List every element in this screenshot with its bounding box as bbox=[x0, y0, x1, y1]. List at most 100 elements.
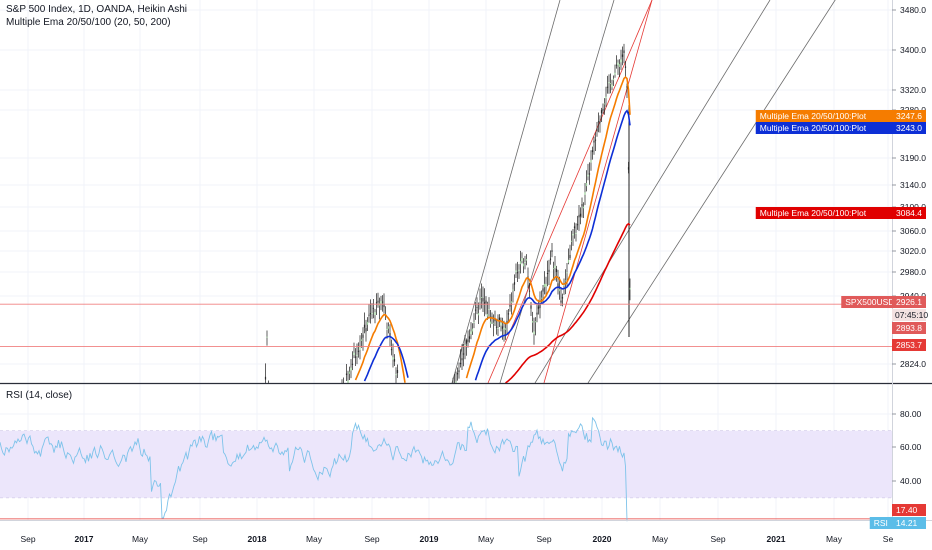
price-body bbox=[366, 321, 369, 325]
price-body bbox=[621, 54, 624, 57]
price-body bbox=[555, 268, 558, 273]
price-body bbox=[486, 313, 489, 317]
price-body bbox=[626, 86, 628, 88]
indicator-legend[interactable]: Multiple Ema 20/50/100 (20, 50, 200) bbox=[6, 17, 171, 28]
time-tick-label: May bbox=[478, 534, 495, 544]
price-body bbox=[609, 83, 612, 85]
ema-tag-0-value-bg bbox=[892, 110, 926, 122]
ema-lines bbox=[354, 76, 631, 384]
price-body bbox=[455, 381, 457, 383]
time-tick-label: 2019 bbox=[420, 534, 439, 544]
price-body bbox=[396, 370, 399, 373]
price-body bbox=[569, 254, 571, 259]
price-body bbox=[509, 304, 511, 307]
price-body bbox=[567, 259, 570, 263]
trendlines[interactable] bbox=[451, 0, 932, 384]
time-tick-label: Sep bbox=[192, 534, 207, 544]
price-body bbox=[585, 183, 588, 187]
price-body bbox=[500, 322, 502, 326]
price-body bbox=[590, 160, 592, 163]
price-body bbox=[372, 307, 375, 309]
rsi-oversold-tag: 17.40 bbox=[896, 505, 918, 515]
ema-tag-1-value-bg bbox=[892, 122, 926, 134]
price-body bbox=[578, 215, 580, 218]
price-body bbox=[542, 288, 544, 292]
price-body bbox=[528, 290, 531, 292]
spx-tag-label: SPX500USD bbox=[845, 297, 894, 307]
chart-title[interactable]: S&P 500 Index, 1D, OANDA, Heikin Ashi bbox=[6, 4, 188, 15]
price-tick-label: 2824.0 bbox=[900, 359, 926, 369]
price-body bbox=[584, 192, 586, 195]
ema-200-line bbox=[505, 222, 631, 384]
price-body bbox=[596, 128, 598, 132]
price-tick-label: 3060.0 bbox=[900, 226, 926, 236]
price-body bbox=[624, 66, 627, 68]
price-body bbox=[600, 110, 603, 114]
price-body bbox=[488, 309, 490, 311]
price-body bbox=[456, 373, 459, 375]
price-body bbox=[474, 309, 477, 311]
rsi-axis[interactable]: 80.00 60.00 40.00 bbox=[892, 409, 922, 486]
price-body bbox=[513, 282, 516, 285]
trendline-gray-2 bbox=[534, 0, 771, 384]
price-body bbox=[459, 362, 462, 365]
price-body bbox=[510, 301, 513, 304]
price-body bbox=[266, 336, 268, 338]
price-body bbox=[593, 140, 595, 143]
price-body bbox=[615, 64, 618, 66]
time-tick-label: May bbox=[826, 534, 843, 544]
price-body bbox=[603, 103, 606, 105]
price-label-0-bg bbox=[892, 322, 926, 334]
price-body bbox=[395, 374, 397, 376]
time-tick-label: May bbox=[652, 534, 669, 544]
price-body bbox=[522, 263, 525, 267]
price-body bbox=[573, 226, 576, 229]
price-body bbox=[539, 304, 541, 309]
ema-50-line bbox=[363, 109, 631, 382]
time-axis[interactable]: Sep 2017 May Sep 2018 May Sep 2019 May Sep 2020 May… bbox=[20, 534, 893, 544]
price-label-1: 2853.7 bbox=[896, 340, 922, 350]
price-body bbox=[350, 367, 352, 371]
price-body bbox=[371, 313, 373, 315]
price-bars bbox=[264, 43, 631, 384]
spx-tag-label-bg bbox=[841, 296, 892, 308]
value-tags: Multiple Ema 20/50/100:Plot 3247.6 Multipl… bbox=[755, 110, 928, 529]
price-body bbox=[368, 314, 370, 316]
price-body bbox=[501, 326, 504, 329]
horizontal-levels[interactable] bbox=[0, 303, 892, 348]
price-body bbox=[393, 358, 396, 362]
price-body bbox=[561, 297, 564, 299]
price-body bbox=[458, 370, 460, 373]
price-body bbox=[566, 272, 568, 274]
price-body bbox=[531, 321, 534, 323]
price-tick-label: 3020.0 bbox=[900, 246, 926, 256]
price-body bbox=[519, 261, 522, 265]
price-body bbox=[572, 233, 574, 236]
price-body bbox=[464, 344, 466, 347]
ema-tag-2-label-bg bbox=[755, 207, 892, 219]
ema-tag-2-label: Multiple Ema 20/50/100:Plot bbox=[760, 208, 867, 218]
price-body bbox=[614, 72, 616, 75]
price-body bbox=[536, 312, 538, 315]
price-body bbox=[482, 298, 484, 302]
price-label-0: 2893.8 bbox=[896, 323, 922, 333]
price-body bbox=[618, 64, 621, 67]
ema-20-line bbox=[354, 76, 631, 383]
price-body bbox=[543, 283, 546, 288]
price-body bbox=[554, 265, 556, 269]
price-body bbox=[498, 317, 501, 321]
time-tick-label: 2021 bbox=[767, 534, 786, 544]
spx-tag-value: 2926.1 bbox=[896, 297, 922, 307]
ema-tag-0-value: 3247.6 bbox=[896, 111, 922, 121]
price-body bbox=[392, 357, 394, 360]
rsi-legend[interactable]: RSI (14, close) bbox=[6, 390, 73, 401]
price-body bbox=[548, 269, 550, 272]
price-body bbox=[558, 288, 561, 292]
price-body bbox=[560, 300, 562, 303]
price-tick-label: 3190.0 bbox=[900, 153, 926, 163]
price-body bbox=[381, 301, 384, 303]
rsi-tag-value-bg bbox=[892, 517, 926, 529]
price-body bbox=[489, 321, 492, 325]
price-body bbox=[386, 328, 388, 331]
